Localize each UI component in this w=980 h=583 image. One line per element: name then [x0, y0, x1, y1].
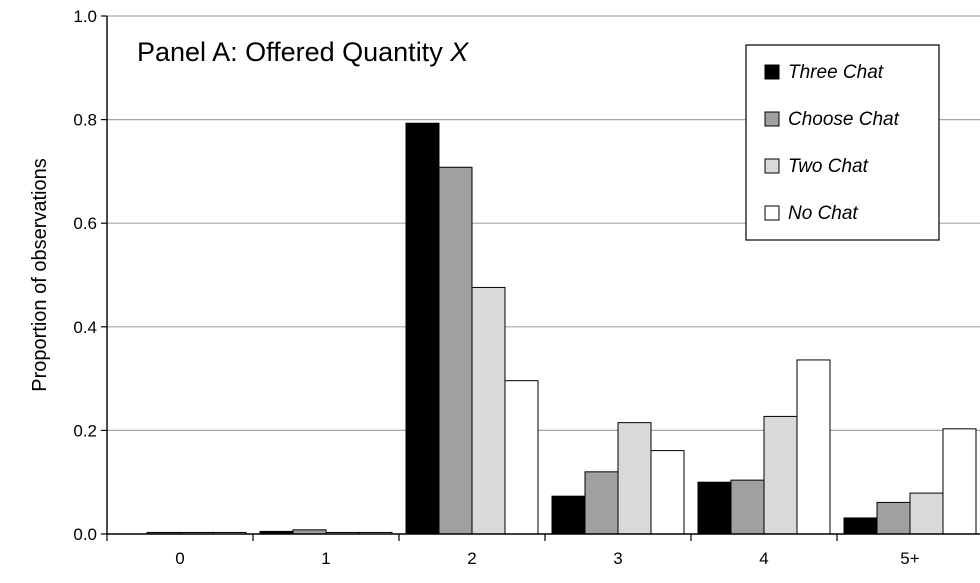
bar-three-chat [551, 495, 586, 535]
legend-label: No Chat [788, 203, 858, 224]
x-tick-label: 1 [321, 549, 330, 568]
bar-choose-chat [438, 166, 473, 535]
axes [101, 15, 980, 541]
y-tick-labels: 0.0 0.2 0.4 0.6 0.8 1.0 [73, 7, 97, 544]
bar-three-chat [405, 122, 440, 535]
chart-title-variable: X [449, 37, 469, 67]
bar-no-chat [504, 380, 539, 535]
legend-swatch [764, 158, 780, 174]
bar-no-chat [942, 428, 977, 535]
legend: Three Chat Choose Chat Two Chat No Chat [745, 44, 940, 241]
bar-choose-chat [584, 471, 619, 535]
bar-two-chat [471, 286, 506, 535]
bar-three-chat [843, 517, 878, 535]
x-tick-label: 2 [467, 549, 476, 568]
y-tick-label: 0.2 [73, 421, 97, 440]
chart-title: Panel A: Offered Quantity X [137, 37, 469, 67]
bar-choose-chat [876, 501, 911, 535]
x-tick-label: 5+ [900, 549, 919, 568]
legend-label: Two Chat [788, 156, 869, 177]
x-tick-label: 4 [759, 549, 768, 568]
bar-choose-chat [730, 479, 765, 535]
bars [146, 122, 977, 535]
y-tick-label: 0.6 [73, 214, 97, 233]
bar-no-chat [796, 359, 831, 535]
legend-label: Three Chat [788, 62, 884, 83]
y-axis-label: Proportion of observations [29, 158, 51, 391]
chart-title-text: Panel A: Offered Quantity [137, 37, 450, 67]
y-tick-label: 1.0 [73, 7, 97, 26]
legend-swatch [764, 205, 780, 221]
y-tick-label: 0.0 [73, 525, 97, 544]
legend-label: Choose Chat [788, 109, 900, 130]
bar-two-chat [909, 492, 944, 535]
legend-swatch [764, 64, 780, 80]
x-tick-labels: 0 1 2 3 4 5+ [175, 549, 919, 568]
bar-three-chat [697, 481, 732, 535]
bar-two-chat [617, 422, 652, 535]
legend-swatch [764, 111, 780, 127]
y-tick-label: 0.8 [73, 111, 97, 130]
bar-two-chat [763, 415, 798, 535]
x-tick-label: 0 [175, 549, 184, 568]
y-tick-label: 0.4 [73, 318, 97, 337]
x-tick-label: 3 [613, 549, 622, 568]
bar-no-chat [650, 450, 685, 535]
